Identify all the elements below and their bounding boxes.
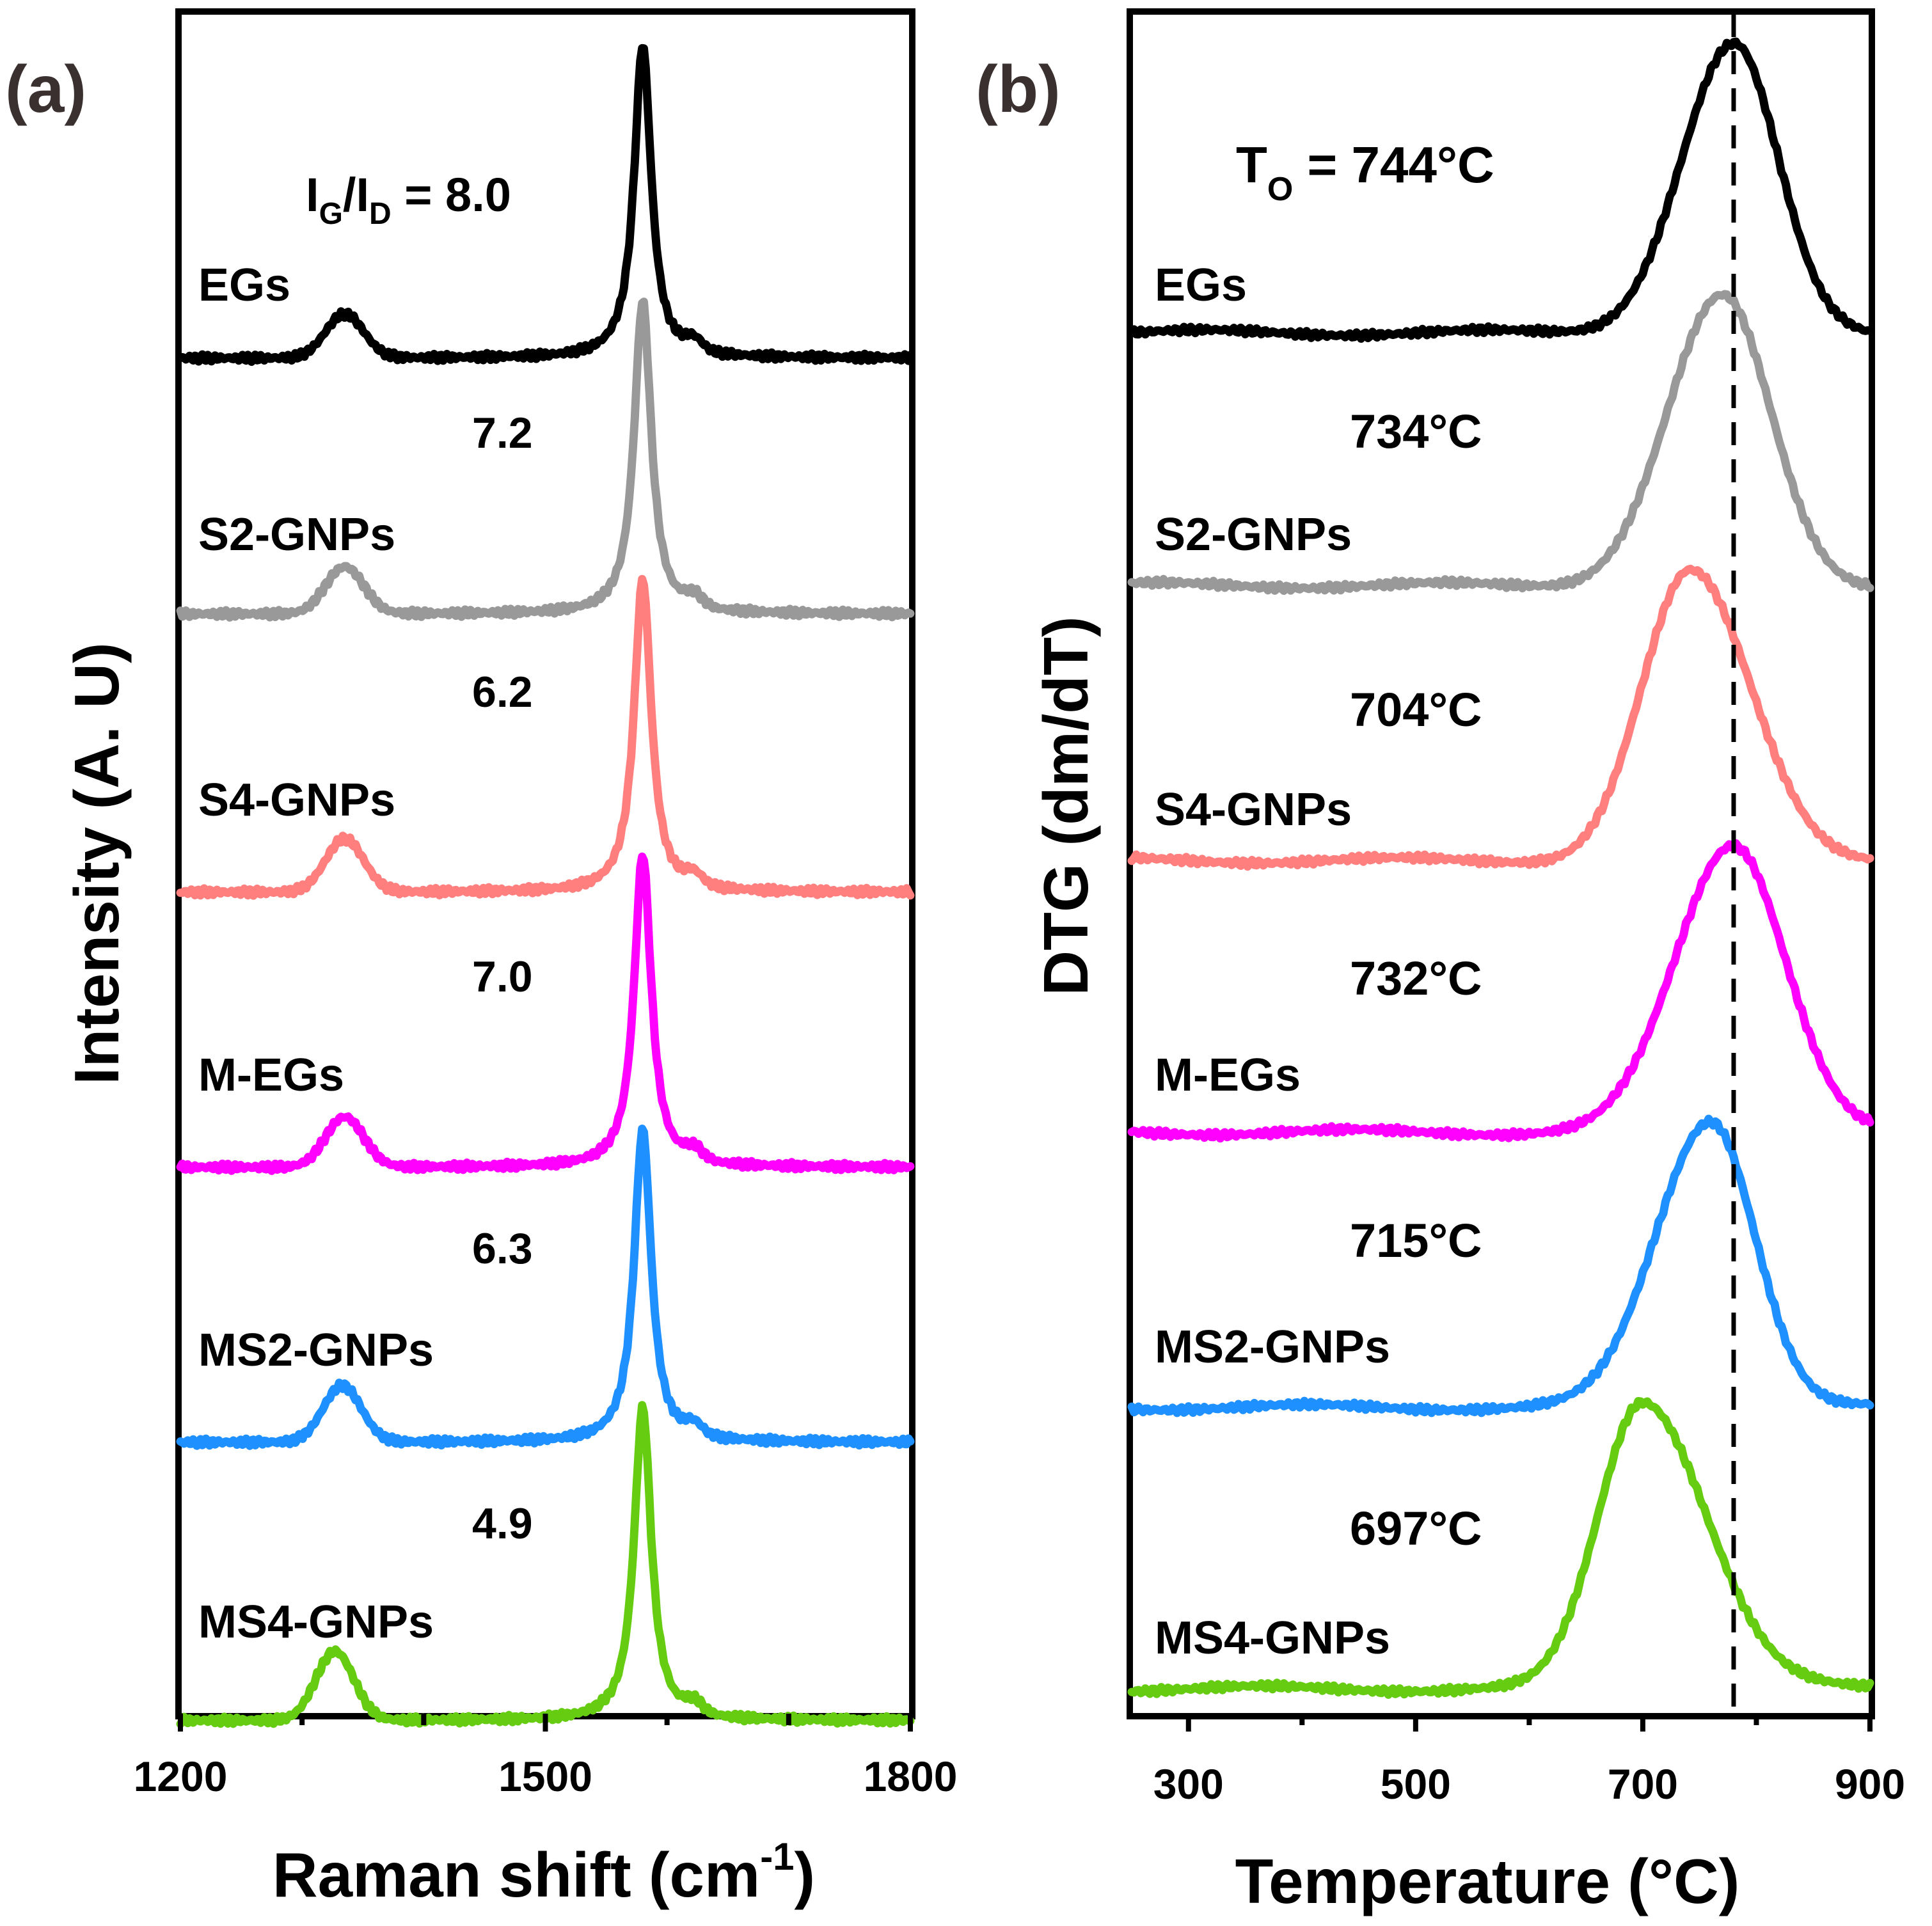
raman-sample-label: S4-GNPs — [198, 775, 395, 826]
onset-temperature-annotation: TO = 744°C — [1236, 136, 1494, 208]
dtg-tick-label: 300 — [1153, 1760, 1224, 1808]
dtg-sample-label: S2-GNPs — [1155, 509, 1352, 560]
dtg-curve-egs — [1127, 37, 1874, 343]
raman-curve-m-egs — [176, 852, 915, 1175]
dtg-sample-label: MS2-GNPs — [1155, 1322, 1390, 1373]
raman-y-axis-title: Intensity (A. U) — [61, 642, 132, 1084]
raman-tick-label: 1500 — [498, 1753, 592, 1800]
dtg-x-axis-title: Temperature (°C) — [1235, 1846, 1740, 1916]
raman-ratio-label: 6.2 — [472, 668, 533, 716]
dtg-y-axis-title: DTG (dm/dT) — [1031, 616, 1101, 995]
raman-labels: EGs S2-GNPs 7.2 S4-GNPs 6.2 M-EGs 7.0 MS2-GNPs 6… — [198, 260, 533, 1648]
raman-sample-label: S2-GNPs — [198, 509, 395, 560]
raman-curves — [176, 43, 915, 1728]
dtg-curve-s2-gnps — [1127, 290, 1874, 595]
dtg-tick-label: 500 — [1381, 1760, 1451, 1808]
dtg-curve-ms4-gnps — [1127, 1397, 1874, 1699]
dtg-sample-label: EGs — [1155, 260, 1247, 311]
raman-ratio-label: 7.2 — [472, 409, 533, 457]
dtg-labels: EGs S2-GNPs 734°C S4-GNPs 704°C M-EGs 732°C MS2… — [1155, 260, 1482, 1664]
dtg-sample-label: M-EGs — [1155, 1050, 1301, 1101]
raman-x-ticks: 1200 1500 1800 — [134, 1714, 958, 1800]
raman-ratio-label: 4.9 — [472, 1499, 533, 1548]
intensity-ratio-annotation: IG/ID = 8.0 — [306, 168, 511, 231]
raman-tick-label: 1800 — [864, 1753, 958, 1800]
raman-curve-egs — [176, 43, 915, 366]
raman-panel: (a) 1200 1500 1800 IG/ID = 8.0 EGs S2-GNPs 7… — [5, 8, 958, 1910]
panel-a-label: (a) — [5, 52, 86, 127]
panel-b-label: (b) — [976, 52, 1061, 127]
dtg-onset-label: 734°C — [1350, 405, 1482, 458]
raman-curve-s4-gnps — [176, 574, 915, 900]
dtg-panel: (b) 300 500 700 900 TO = 744°C EGs S2-GNPs 73… — [976, 8, 1905, 1916]
raman-sample-label: MS4-GNPs — [198, 1597, 434, 1648]
dtg-tick-label: 900 — [1835, 1760, 1905, 1808]
raman-sample-label: EGs — [198, 260, 290, 311]
raman-curve-ms4-gnps — [176, 1401, 915, 1728]
dtg-tick-label: 700 — [1608, 1760, 1678, 1808]
raman-curve-s2-gnps — [176, 297, 915, 622]
dtg-curve-m-egs — [1127, 839, 1874, 1143]
dtg-onset-label: 715°C — [1350, 1214, 1482, 1267]
dtg-curve-s4-gnps — [1127, 564, 1874, 871]
raman-curve-ms2-gnps — [176, 1125, 915, 1450]
raman-x-axis-title: Raman shift (cm-1) — [273, 1835, 815, 1910]
raman-sample-label: M-EGs — [198, 1050, 344, 1101]
dtg-x-ticks: 300 500 700 900 — [1153, 1714, 1905, 1808]
dtg-onset-label: 704°C — [1350, 683, 1482, 736]
dtg-curves — [1127, 37, 1874, 1699]
dtg-sample-label: MS4-GNPs — [1155, 1613, 1390, 1664]
dtg-onset-label: 697°C — [1350, 1502, 1482, 1555]
raman-tick-label: 1200 — [134, 1753, 228, 1800]
raman-sample-label: MS2-GNPs — [198, 1325, 434, 1376]
raman-ratio-label: 6.3 — [472, 1224, 533, 1273]
dtg-sample-label: S4-GNPs — [1155, 784, 1352, 835]
dtg-onset-label: 732°C — [1350, 952, 1482, 1005]
raman-ratio-label: 7.0 — [472, 952, 533, 1001]
dtg-curve-ms2-gnps — [1127, 1114, 1874, 1417]
